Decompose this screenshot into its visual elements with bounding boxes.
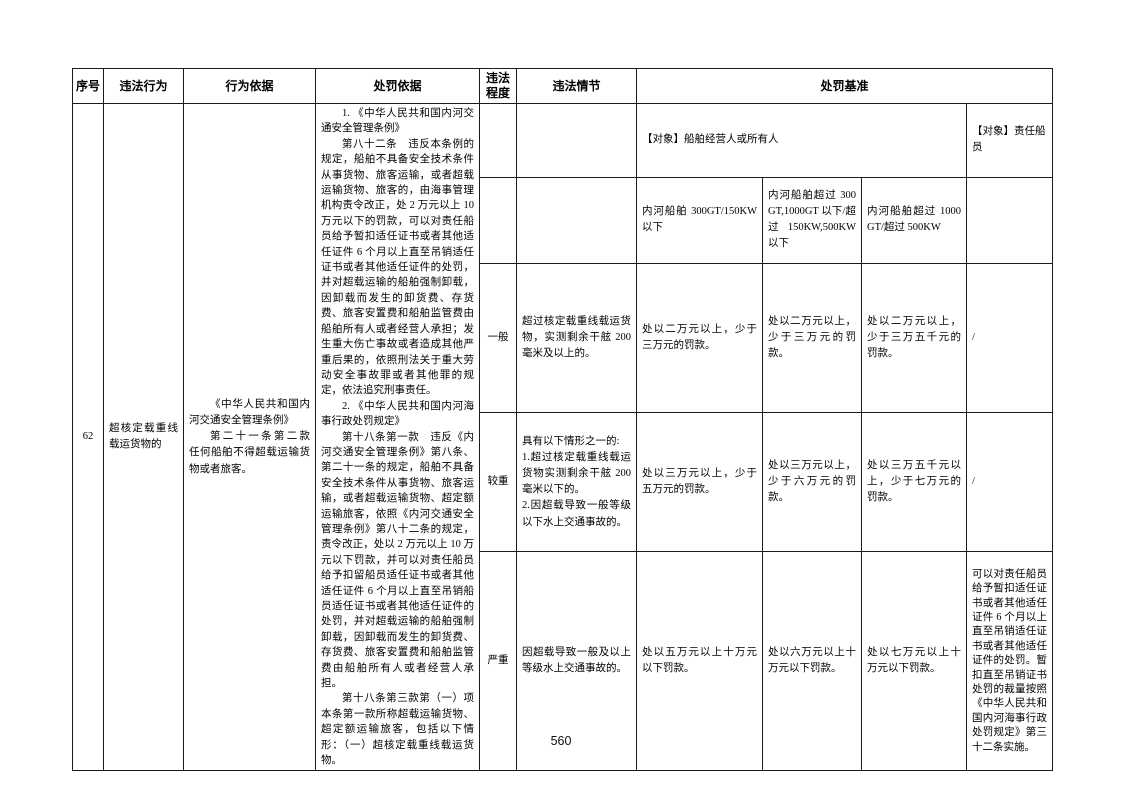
behavior-basis-p1: 《中华人民共和国内河交通安全管理条例》 [189, 398, 310, 426]
ship-category-medium-cell: 内河船舶超过 300GT,1000GT 以下/超过 150KW,500KW 以下 [762, 176, 862, 264]
circumstance-severe-text: 因超载导致一般及以上等级水上交通事故的。 [522, 647, 631, 675]
ship-category-medium-text: 内河船舶超过 300GT,1000GT 以下/超过 150KW,500KW 以下 [768, 189, 856, 250]
severity-row-serious: 较重 具有以下情形之一的: 1.超过核定载重线载运货物实测剩余干舷 200 毫米… [73, 412, 1054, 553]
penalty-severe-small-text: 处以五万元以上十万元以下罚款。 [642, 647, 757, 675]
penalty-basis-cell: 1. 《中华人民共和国内河交通安全管理条例》 第八十二条 违反本条例的规定，船舶… [315, 102, 480, 772]
penalty-severe-small-ship: 处以五万元以上十万元以下罚款。 [636, 551, 763, 772]
severity-row-severe: 严重 因超载导致一般及以上等级水上交通事故的。 处以五万元以上十万元以下罚款。 … [73, 551, 1054, 772]
header-behavior: 违法行为 [103, 68, 184, 104]
ship-category-large-cell: 内河船舶超过 1000GT/超过 500KW [861, 176, 967, 264]
ship-category-row: 内河船舶 300GT/150KW 以下 内河船舶超过 300GT,1000GT … [73, 176, 1054, 264]
illegal-behavior-cell: 超核定载重线载运货物的 [103, 102, 184, 772]
target-operator-cell: 【对象】船舶经营人或所有人 [636, 103, 967, 178]
penalty-serious-large-ship: 处以三万五千元以上，少于七万元的罚款。 [861, 412, 967, 553]
behavior-basis-p2: 第二十一条第二款 任何船舶不得超载运输货物或者旅客。 [189, 431, 315, 475]
table-header-row: 序号 违法行为 行为依据 处罚依据 违法程度 违法情节 处罚基准 [72, 68, 1054, 104]
penalty-severe-large-text: 处以七万元以上十万元以下罚款。 [867, 647, 961, 675]
header-penalty-basis: 处罚依据 [315, 68, 480, 104]
target-row: 62 超核定载重线载运货物的 《中华人民共和国内河交通安全管理条例》 第二十一条… [72, 102, 1054, 772]
target-crew-text: 【对象】责任船员 [972, 126, 1046, 154]
penalty-serious-small-ship: 处以三万元以上，少于五万元的罚款。 [636, 412, 763, 553]
header-degree: 违法程度 [479, 68, 517, 104]
penalty-standard-table: 序号 违法行为 行为依据 处罚依据 违法程度 违法情节 处罚基准 62 超核定载… [72, 68, 1054, 772]
penalty-general-medium-ship: 处以二万元以上，少于三万元的罚款。 [762, 262, 862, 414]
penalty-severe-medium-ship: 处以六万元以上十万元以下罚款。 [762, 551, 862, 772]
degree-empty-cell-a [479, 103, 517, 178]
penalty-basis-p2: 第八十二条 违反本条例的规定，船舶不具备安全技术条件从事货物、旅客运输，或者超载… [321, 138, 474, 397]
header-seq: 序号 [72, 68, 104, 104]
penalty-general-crew: / [965, 262, 1054, 414]
penalty-severe-medium-text: 处以六万元以上十万元以下罚款。 [768, 647, 856, 675]
ship-category-large-text: 内河船舶超过 1000GT/超过 500KW [867, 205, 961, 234]
penalty-serious-small-text: 处以三万元以上，少于五万元的罚款。 [642, 468, 757, 496]
degree-label-serious: 较重 [479, 412, 517, 553]
penalty-basis-p3: 2. 《中华人民共和国内河海事行政处罚规定》 [321, 400, 474, 428]
penalty-serious-large-text: 处以三万五千元以上，少于七万元的罚款。 [867, 459, 961, 504]
ship-category-crew-empty-cell [965, 176, 1054, 264]
penalty-serious-crew: / [965, 412, 1054, 553]
penalty-basis-p5: 第十八条第三款第（一）项 本条第一款所称超载运输货物、超定额运输旅客，包括以下情… [321, 693, 479, 767]
penalty-severe-crew-text: 可以对责任船员给予暂扣适任证书或者其他适任证件 6 个月以上直至吊销适任证书或者… [972, 568, 1048, 753]
penalty-serious-medium-ship: 处以三万元以上，少于六万元的罚款。 [762, 412, 862, 553]
circumstance-general-text: 超过核定载重线载运货物，实测剩余干舷 200 毫米及以上的。 [522, 315, 631, 360]
circumstance-serious-item1: 1.超过核定载重线载运货物实测剩余干舷 200 毫米以下的。 [522, 451, 631, 496]
ship-category-small-cell: 内河船舶 300GT/150KW 以下 [636, 176, 763, 264]
circumstance-serious-item2: 2.因超载导致一般等级以下水上交通事故的。 [522, 500, 631, 528]
page-number: 560 [550, 734, 572, 748]
target-crew-cell: 【对象】责任船员 [965, 103, 1054, 178]
degree-empty-cell-b [479, 176, 517, 264]
seq-cell: 62 [72, 102, 104, 772]
illegal-behavior-text: 超核定载重线载运货物的 [109, 423, 178, 451]
penalty-general-large-text: 处以二万元以上，少于三万五千元的罚款。 [867, 315, 961, 360]
circumstance-cell-general: 超过核定载重线载运货物，实测剩余干舷 200 毫米及以上的。 [516, 262, 637, 414]
penalty-basis-p1: 1. 《中华人民共和国内河交通安全管理条例》 [321, 108, 474, 135]
ship-category-small-text: 内河船舶 300GT/150KW 以下 [642, 205, 757, 234]
circumstance-cell-severe: 因超载导致一般及以上等级水上交通事故的。 [516, 551, 637, 772]
penalty-serious-medium-text: 处以三万元以上，少于六万元的罚款。 [768, 459, 856, 504]
target-operator-text: 【对象】船舶经营人或所有人 [642, 134, 779, 146]
penalty-basis-p4: 第十八条第一款 违反《内河交通安全管理条例》第八条、第二十一条的规定，船舶不具备… [321, 431, 474, 690]
header-penalty-standard: 处罚基准 [635, 68, 1054, 104]
degree-label-general: 一般 [479, 262, 517, 414]
header-circumstance: 违法情节 [516, 68, 637, 104]
penalty-severe-crew: 可以对责任船员给予暂扣适任证书或者其他适任证件 6 个月以上直至吊销适任证书或者… [965, 551, 1054, 772]
penalty-general-small-ship: 处以二万元以上，少于三万元的罚款。 [636, 262, 763, 414]
penalty-general-medium-text: 处以二万元以上，少于三万元的罚款。 [768, 315, 856, 360]
penalty-general-small-text: 处以二万元以上，少于三万元的罚款。 [642, 323, 757, 351]
penalty-severe-large-ship: 处以七万元以上十万元以下罚款。 [861, 551, 967, 772]
circumstance-empty-cell-b [516, 176, 637, 264]
penalty-general-large-ship: 处以二万元以上，少于三万五千元的罚款。 [861, 262, 967, 414]
circumstance-empty-cell-a [516, 103, 637, 178]
circumstance-cell-serious: 具有以下情形之一的: 1.超过核定载重线载运货物实测剩余干舷 200 毫米以下的… [516, 412, 637, 553]
circumstance-serious-intro: 具有以下情形之一的: [522, 435, 620, 447]
header-behavior-basis: 行为依据 [183, 68, 316, 104]
severity-row-general: 一般 超过核定载重线载运货物，实测剩余干舷 200 毫米及以上的。 处以二万元以… [73, 262, 1054, 414]
behavior-basis-cell: 《中华人民共和国内河交通安全管理条例》 第二十一条第二款 任何船舶不得超载运输货… [183, 102, 316, 772]
